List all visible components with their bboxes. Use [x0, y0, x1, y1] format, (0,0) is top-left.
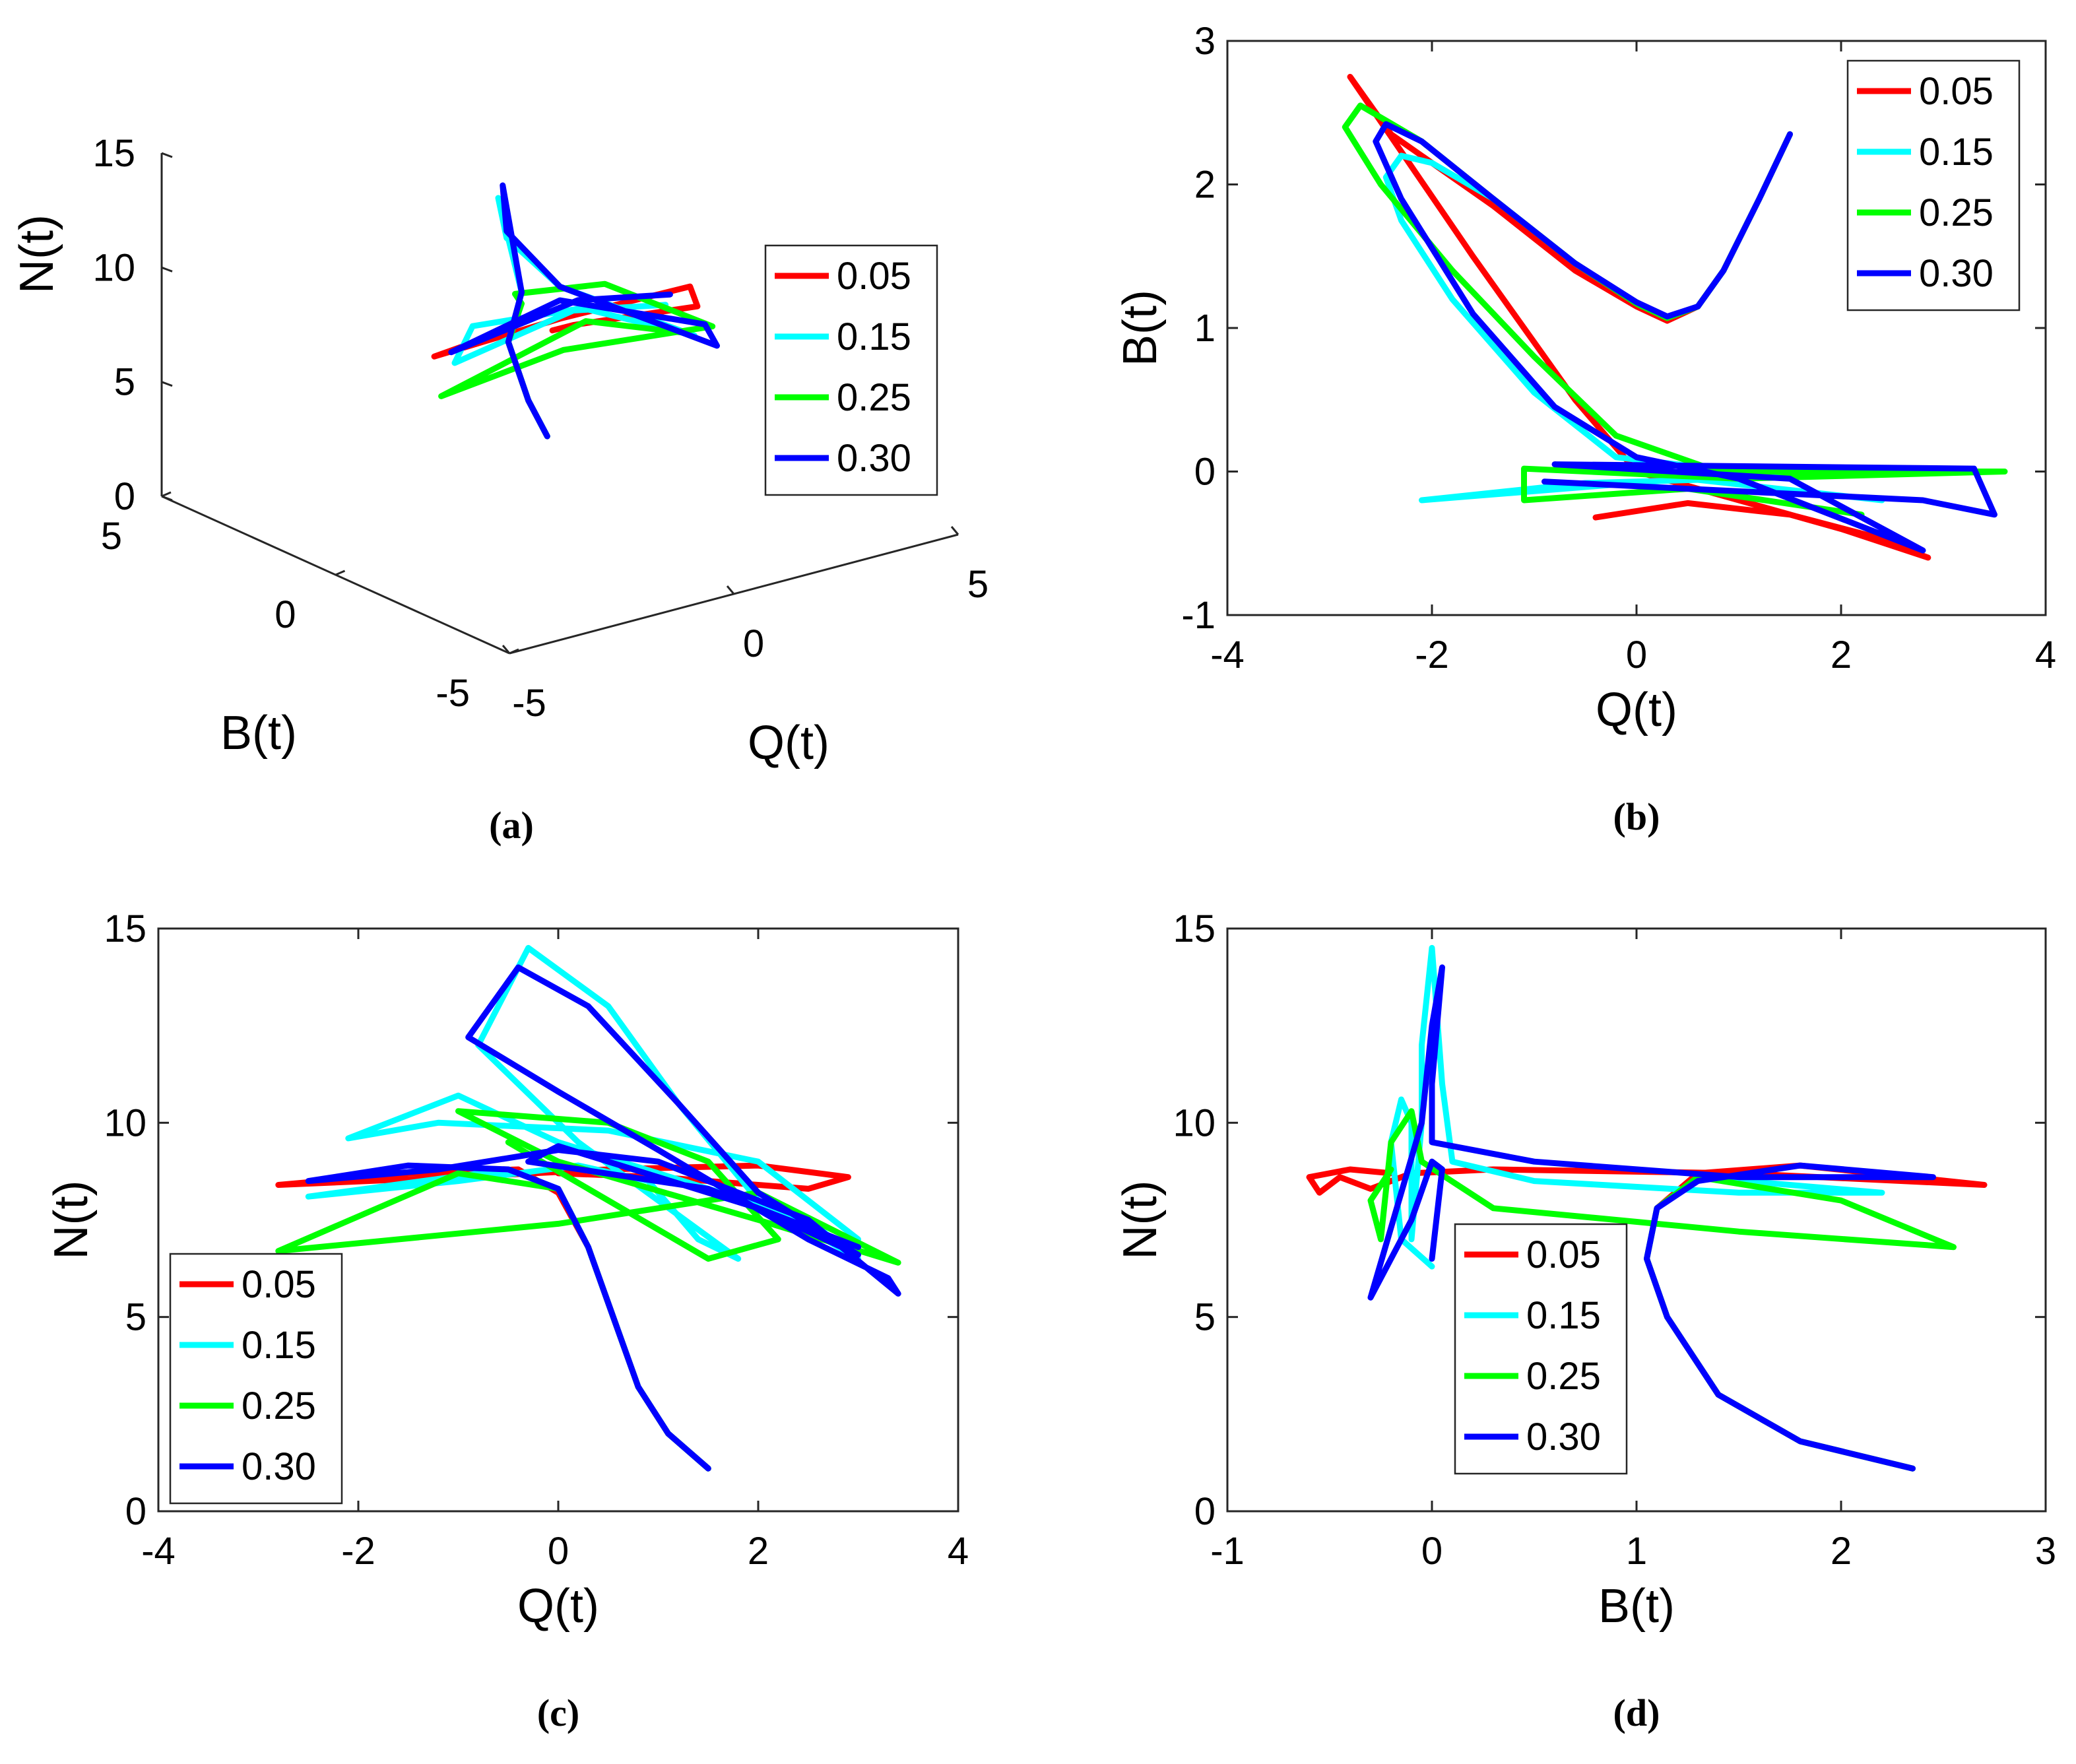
q-tick	[502, 645, 511, 654]
y-tick-label: 0	[1194, 451, 1216, 494]
z-tick-label: 5	[114, 361, 135, 404]
b-tick-label: -5	[436, 672, 470, 715]
y-tick-label: 5	[125, 1296, 146, 1339]
y-tick-label: 10	[104, 1101, 146, 1144]
q-tick-label: 5	[967, 563, 989, 606]
legend-box	[764, 244, 938, 496]
x-tick-label: 2	[1831, 1530, 1852, 1573]
y-tick-label: 15	[104, 907, 146, 950]
y-axis-label: B(t)	[1114, 290, 1167, 366]
x-tick-label: -4	[141, 1530, 176, 1573]
legend-label-0.05: 0.05	[242, 1263, 316, 1306]
panel-b: -4 -2 0 2 4 -1 0 1 2 3 Q(t) B(t) (b) 0.05 0.15 0.25 0.30	[1114, 20, 2056, 838]
y-axis-label: N(t)	[1114, 1181, 1167, 1260]
legend-label-0.25: 0.25	[837, 376, 911, 419]
x-tick-label: 2	[748, 1530, 769, 1573]
legend-box	[1846, 59, 2021, 311]
z-tick	[161, 152, 173, 158]
x-tick-label: 4	[2035, 634, 2056, 676]
z-tick	[161, 495, 173, 502]
x-tick-label: 2	[1831, 634, 1852, 676]
q-tick-label: 0	[743, 622, 764, 665]
legend-label-0.15: 0.15	[837, 315, 911, 358]
x-axis-label: Q(t)	[517, 1580, 599, 1633]
b-tick	[161, 491, 172, 498]
legend-label-0.05: 0.05	[1526, 1233, 1601, 1276]
curves	[275, 944, 901, 1472]
x-tick-label: 0	[1421, 1530, 1443, 1573]
legend-box	[1454, 1223, 1628, 1475]
legend-label-0.05: 0.05	[1919, 70, 1994, 113]
y-tick-label: 2	[1194, 164, 1216, 207]
panel-caption: (b)	[1613, 795, 1660, 838]
legend-label-0.30: 0.30	[242, 1445, 316, 1488]
y-tick-label: 3	[1194, 20, 1216, 63]
y-tick-label: 0	[1194, 1490, 1216, 1533]
curves	[1306, 944, 1988, 1472]
legend-label-0.25: 0.25	[1526, 1355, 1601, 1398]
x-tick-label: 3	[2035, 1530, 2056, 1573]
y-axis-label: N(t)	[45, 1181, 98, 1260]
panel-caption: (a)	[489, 804, 534, 847]
z-tick-label: 10	[92, 246, 135, 289]
z-tick-label: 15	[92, 132, 135, 175]
legend-label-0.15: 0.15	[242, 1324, 316, 1367]
legend-box	[169, 1253, 343, 1505]
panel-caption: (d)	[1613, 1691, 1660, 1734]
legend-label-0.30: 0.30	[837, 437, 911, 480]
y-tick-label: -1	[1181, 594, 1216, 637]
legend-label-0.30: 0.30	[1526, 1416, 1601, 1458]
x-tick-label: 0	[1626, 634, 1647, 676]
series-0.30-line	[305, 964, 901, 1472]
y-tick-label: 5	[1194, 1296, 1216, 1339]
q-tick	[950, 526, 959, 535]
x-tick-label: -1	[1210, 1530, 1245, 1573]
legend-label-0.25: 0.25	[242, 1385, 316, 1427]
panel-c: -4 -2 0 2 4 0 5 10 15 Q(t) N(t) (c) 0.05 0.15 0.25 0.30	[45, 907, 969, 1734]
curves	[1342, 73, 2008, 561]
x-axis-label: B(t)	[1598, 1580, 1675, 1633]
y-tick-label: 15	[1173, 907, 1216, 950]
b-tick-label: 5	[101, 515, 122, 558]
x-tick-label: 1	[1626, 1530, 1647, 1573]
legend-label-0.30: 0.30	[1919, 252, 1994, 295]
legend-label-0.25: 0.25	[1919, 191, 1994, 234]
legend-label-0.15: 0.15	[1526, 1294, 1601, 1337]
z-axis-label: N(t)	[11, 214, 63, 294]
z-tick-label: 0	[114, 475, 135, 518]
series-0.30-line	[448, 182, 720, 440]
x-tick-label: 4	[948, 1530, 969, 1573]
z-tick	[161, 381, 173, 387]
legend-label-0.05: 0.05	[837, 255, 911, 298]
y-tick-label: 10	[1173, 1101, 1216, 1144]
x-tick-label: -2	[1415, 634, 1449, 676]
panel-caption: (c)	[537, 1691, 579, 1734]
x-tick-label: -4	[1210, 634, 1245, 676]
legend-label-0.15: 0.15	[1919, 131, 1994, 174]
b-tick	[335, 570, 346, 576]
series-0.30-line	[1373, 121, 1997, 554]
series-0.30-line	[1367, 964, 1936, 1472]
q-tick-label: -5	[512, 682, 546, 725]
b-tick	[509, 648, 519, 655]
b-axis-label: B(t)	[220, 707, 297, 760]
y-tick-label: 1	[1194, 307, 1216, 350]
y-tick-label: 0	[125, 1490, 146, 1533]
x-axis-label: Q(t)	[1596, 684, 1677, 736]
x-tick-label: 0	[548, 1530, 569, 1573]
x-tick-label: -2	[341, 1530, 375, 1573]
q-axis-label: Q(t)	[748, 717, 829, 769]
b-tick-label: 0	[275, 593, 296, 636]
q-tick	[726, 585, 735, 595]
z-tick	[161, 266, 173, 273]
